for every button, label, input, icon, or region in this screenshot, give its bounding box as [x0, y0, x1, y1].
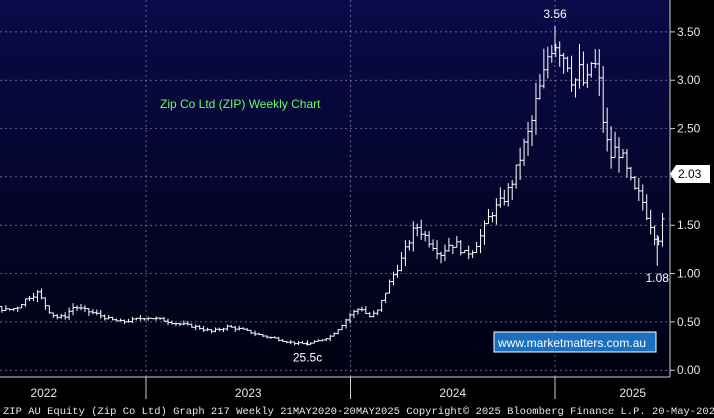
watermark: www.marketmatters.com.au — [493, 331, 657, 353]
footer-text: ZIP AU Equity (Zip Co Ltd) Graph 217 Wee… — [3, 406, 714, 418]
footer-bar — [0, 401, 714, 418]
price-annotation: 3.56 — [543, 7, 567, 21]
watermark-text: www.marketmatters.com.au — [497, 336, 646, 350]
last-price-marker — [670, 165, 710, 183]
plot-area — [0, 0, 670, 377]
y-axis: 0.000.501.001.502.002.503.003.50 — [669, 0, 701, 377]
y-tick-label: 1.50 — [677, 218, 701, 232]
x-tick-label: 2022 — [30, 386, 57, 400]
chart-title: Zip Co Ltd (ZIP) Weekly Chart — [160, 97, 321, 111]
x-tick-label: 2025 — [619, 386, 646, 400]
x-tick-label: 2023 — [235, 386, 262, 400]
y-tick-label: 0.00 — [677, 363, 701, 377]
y-tick-label: 3.50 — [677, 25, 701, 39]
y-tick-label: 3.00 — [677, 73, 701, 87]
x-axis: 2022 2023 2024 2025 — [0, 376, 670, 400]
price-annotation: 25.5c — [293, 351, 322, 365]
y-tick-label: 1.00 — [677, 267, 701, 281]
price-annotation: 1.08 — [646, 271, 670, 285]
watermark-box — [493, 331, 657, 353]
gridlines — [0, 0, 670, 377]
x-tick-label: 2024 — [439, 386, 466, 400]
price-annotations: 1.7243.5c25.5c3.561.08 — [293, 7, 670, 365]
last-price-label: 2.03 — [678, 167, 702, 181]
last-price-tag: 2.03 — [670, 165, 710, 183]
y-tick-label: 0.50 — [677, 315, 701, 329]
ohlc-bars — [0, 26, 665, 346]
y-tick-label: 2.50 — [677, 122, 701, 136]
